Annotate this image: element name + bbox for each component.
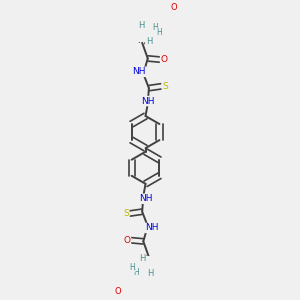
Text: H: H (133, 268, 139, 277)
Text: H: H (139, 254, 146, 262)
Text: H: H (153, 23, 158, 32)
Text: H: H (147, 269, 153, 278)
Text: H: H (146, 37, 152, 46)
Text: O: O (160, 55, 168, 64)
Text: NH: NH (141, 97, 154, 106)
Text: H: H (156, 28, 162, 37)
Text: H: H (138, 21, 144, 30)
Text: O: O (124, 236, 130, 245)
Text: S: S (123, 209, 129, 218)
Text: O: O (170, 3, 177, 12)
Text: H: H (129, 262, 135, 272)
Text: S: S (162, 82, 168, 91)
Text: O: O (114, 287, 121, 296)
Text: NH: NH (133, 67, 146, 76)
Text: NH: NH (146, 224, 159, 232)
Text: NH: NH (139, 194, 153, 203)
